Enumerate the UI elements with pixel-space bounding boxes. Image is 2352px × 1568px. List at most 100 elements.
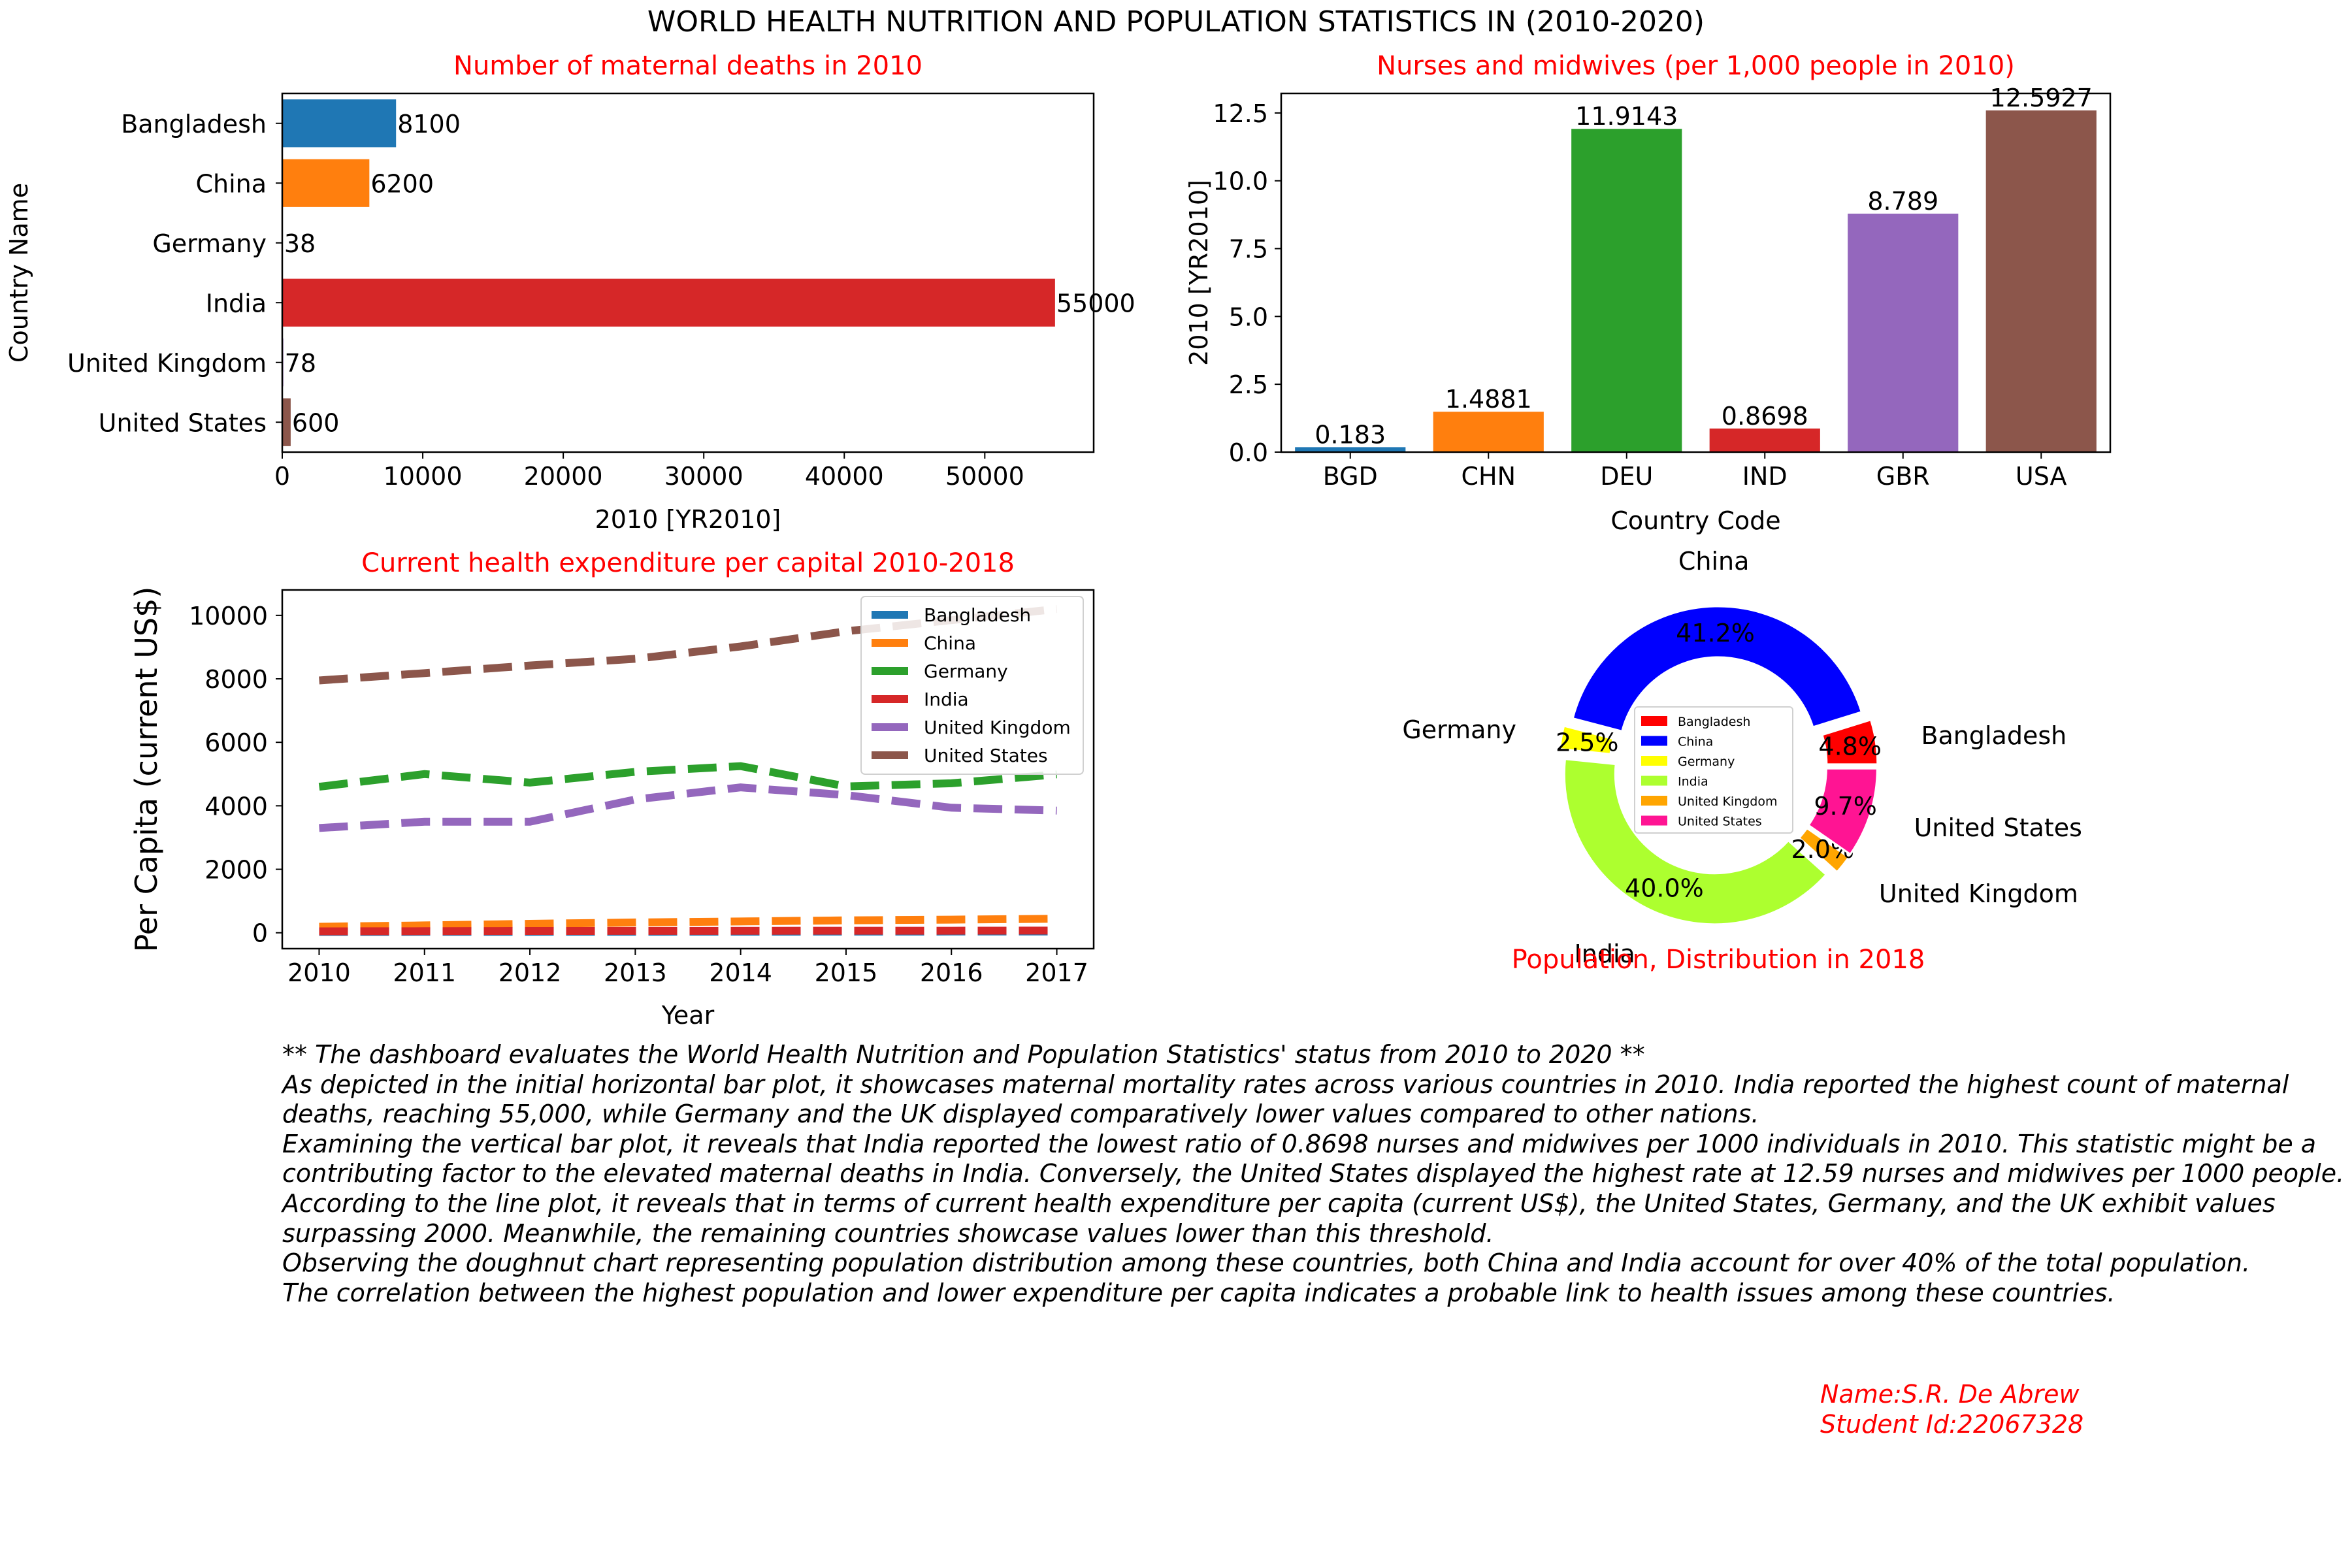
x-axis-label: Year xyxy=(661,1001,715,1030)
y-axis-label: 2010 [YR2010] xyxy=(1184,180,1213,366)
legend-label: India xyxy=(1678,775,1708,789)
data-label: 11.9143 xyxy=(1575,102,1678,131)
chart-title: Population, Distribution in 2018 xyxy=(1512,945,1925,975)
y-tick-label: 6000 xyxy=(204,728,268,757)
x-tick-label: 2010 xyxy=(287,958,351,987)
y-tick-label: Bangladesh xyxy=(121,110,267,139)
slice-percent-label: 40.0% xyxy=(1625,874,1704,903)
legend-label: United States xyxy=(1678,815,1762,829)
slice-percent-label: 9.7% xyxy=(1814,792,1877,821)
x-tick-label: 10000 xyxy=(384,462,463,491)
y-tick-label: 4000 xyxy=(204,792,268,821)
student-id: Student Id:22067328 xyxy=(1820,1409,2084,1439)
legend-swatch xyxy=(1641,776,1667,786)
plot-frame xyxy=(1280,92,2112,453)
bar xyxy=(1985,110,2097,452)
legend-label: China xyxy=(1678,735,1713,749)
author-name: Name:S.R. De Abrew xyxy=(1820,1380,2080,1409)
description-line: The correlation between the highest popu… xyxy=(282,1278,2115,1307)
dashboard-description: ** The dashboard evaluates the World Hea… xyxy=(282,1040,2347,1308)
slice-percent-label: 41.2% xyxy=(1676,619,1755,647)
description-line: As depicted in the initial horizontal ba… xyxy=(282,1070,2289,1129)
slice-label: United States xyxy=(1914,813,2082,842)
bar xyxy=(1571,129,1682,453)
data-label: 1.4881 xyxy=(1445,385,1532,414)
data-label: 6200 xyxy=(370,169,434,198)
doughnut-slice xyxy=(1558,725,1615,755)
chart-title: Nurses and midwives (per 1,000 people in… xyxy=(1377,51,2015,81)
legend-label: Bangladesh xyxy=(924,604,1031,626)
series-line xyxy=(319,915,1057,931)
description-line: Examining the vertical bar plot, it reve… xyxy=(282,1129,2345,1188)
x-tick-label: 30000 xyxy=(664,462,743,491)
x-tick-label: 2017 xyxy=(1025,958,1088,987)
y-axis-label: Country Name xyxy=(5,183,33,363)
slice-label: United Kingdom xyxy=(1879,879,2078,908)
y-tick-label: 8000 xyxy=(204,665,268,694)
legend-box xyxy=(1634,706,1793,834)
x-tick-label: 50000 xyxy=(945,462,1024,491)
slice-label: China xyxy=(1678,547,1750,576)
x-tick-label: 2014 xyxy=(709,958,772,987)
y-tick-label: United Kingdom xyxy=(67,349,267,378)
legend-swatch xyxy=(1641,716,1667,726)
doughnut-slice xyxy=(1807,767,1878,856)
y-tick-label: 7.5 xyxy=(1229,235,1268,264)
data-label: 12.5927 xyxy=(1990,84,2093,112)
slice-percent-label: 4.8% xyxy=(1818,732,1882,760)
x-tick-label: 2011 xyxy=(393,958,456,987)
x-tick-label: USA xyxy=(2016,462,2067,491)
legend-label: United Kingdom xyxy=(1678,794,1778,809)
bar xyxy=(282,278,1055,327)
bar xyxy=(1295,447,1406,452)
series-line xyxy=(318,762,1058,791)
legend-label: United Kingdom xyxy=(924,717,1071,738)
bar xyxy=(1709,428,1820,452)
slice-label: Germany xyxy=(1402,715,1516,744)
x-tick-label: 2013 xyxy=(604,958,667,987)
legend-swatch xyxy=(1641,796,1667,806)
legend: Bangladesh China Germany India United Kingdo… xyxy=(1634,706,1793,834)
slice-percent-label: 2.5% xyxy=(1556,728,1619,757)
chart-title: Current health expenditure per capital 2… xyxy=(361,548,1015,578)
data-label: 0.183 xyxy=(1315,420,1386,449)
y-tick-label: 5.0 xyxy=(1229,302,1268,331)
x-tick-label: BGD xyxy=(1323,462,1378,491)
maternal-deaths-chart: Number of maternal deaths in 2010 8100 Ban… xyxy=(5,51,1135,534)
legend-swatch xyxy=(1641,815,1667,826)
description-line: ** The dashboard evaluates the World Hea… xyxy=(282,1040,1645,1069)
data-label: 0.8698 xyxy=(1722,402,1808,431)
y-tick-label: Germany xyxy=(152,229,267,258)
bar xyxy=(282,159,370,207)
x-tick-label: 0 xyxy=(274,462,290,491)
doughnut-slice xyxy=(1563,758,1828,926)
series-line xyxy=(319,926,1057,936)
doughnut-slice xyxy=(1797,826,1850,874)
y-tick-label: United States xyxy=(99,408,267,437)
y-tick-label: 0.0 xyxy=(1229,438,1268,467)
x-tick-label: 40000 xyxy=(805,462,884,491)
legend-label: Germany xyxy=(924,661,1008,682)
x-tick-label: 2015 xyxy=(815,958,878,987)
y-tick-label: China xyxy=(195,169,267,198)
x-tick-label: 20000 xyxy=(524,462,603,491)
data-label: 8100 xyxy=(397,110,461,139)
x-tick-label: GBR xyxy=(1876,462,1930,491)
data-label: 600 xyxy=(292,408,340,437)
x-tick-label: 2012 xyxy=(498,958,562,987)
x-tick-label: CHN xyxy=(1461,462,1516,491)
chart-title: Number of maternal deaths in 2010 xyxy=(453,51,923,81)
plot-frame xyxy=(281,589,1095,950)
legend-box xyxy=(860,596,1084,775)
dashboard-title: WORLD HEALTH NUTRITION AND POPULATION ST… xyxy=(647,5,1705,39)
description-line: Observing the doughnut chart representin… xyxy=(282,1249,2251,1278)
bar xyxy=(1848,214,1959,452)
legend-label: United States xyxy=(924,745,1048,766)
nurses-midwives-chart: Nurses and midwives (per 1,000 people in… xyxy=(1184,51,2112,535)
data-label: 38 xyxy=(284,229,316,258)
x-axis-label: 2010 [YR2010] xyxy=(595,505,781,534)
series-line xyxy=(319,783,1057,832)
health-expenditure-chart: Current health expenditure per capital 2… xyxy=(129,548,1095,1030)
doughnut-slice xyxy=(1571,605,1863,733)
